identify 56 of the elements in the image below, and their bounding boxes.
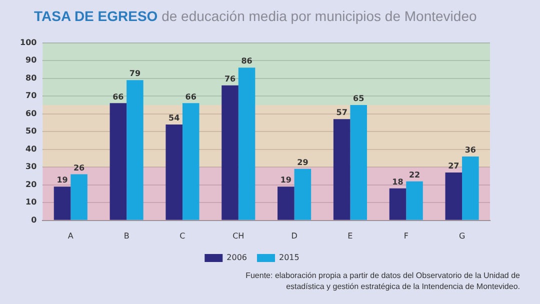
data-label: 19	[280, 176, 292, 185]
data-label: 54	[168, 114, 180, 123]
bar	[445, 172, 462, 220]
y-tick-label: 90	[26, 56, 38, 65]
legend-label: 2006	[226, 253, 247, 262]
x-tick-label: D	[291, 231, 298, 240]
data-label: 66	[112, 92, 124, 102]
y-tick-label: 60	[26, 108, 38, 118]
data-label: 27	[448, 162, 460, 171]
bar	[70, 174, 88, 220]
bar	[238, 68, 256, 220]
bar	[182, 103, 200, 220]
data-label: 22	[408, 170, 420, 180]
data-label: 19	[56, 176, 68, 185]
bar	[462, 156, 479, 220]
data-label: 36	[464, 146, 476, 155]
data-label: 76	[224, 74, 236, 84]
bar	[406, 181, 423, 220]
x-tick-label: CH	[232, 231, 244, 240]
x-tick-label: B	[124, 231, 130, 240]
y-tick-label: 20	[26, 180, 38, 189]
y-tick-label: 0	[31, 215, 38, 224]
y-tick-label: 50	[26, 126, 38, 136]
bar	[350, 104, 367, 220]
y-tick-label: 40	[26, 144, 38, 154]
x-tick-label: F	[404, 231, 409, 240]
data-label: 86	[241, 56, 253, 66]
data-label: 29	[297, 158, 309, 167]
bar	[222, 85, 238, 220]
x-tick-label: G	[458, 231, 466, 240]
bar	[333, 119, 350, 220]
y-tick-label: 100	[20, 38, 38, 47]
data-label: 66	[185, 92, 197, 102]
x-tick-label: E	[348, 231, 353, 240]
bar	[389, 188, 406, 220]
data-label: 18	[392, 178, 404, 187]
source-note: Fuente: elaboración propia a partir de datos del Observatorio de la Unidad de estadística y gestión estratégica de la Intendencia de Montevideo.	[244, 270, 520, 292]
bar	[54, 186, 71, 220]
bar	[126, 80, 144, 220]
bar	[166, 124, 182, 220]
chart-subtitle: de educación media por municipios de Montevideo	[162, 8, 477, 24]
bar	[294, 168, 312, 220]
data-label: 65	[353, 94, 365, 104]
y-tick-label: 70	[26, 91, 38, 100]
data-label: 79	[129, 69, 141, 78]
x-tick-label: C	[180, 231, 186, 240]
x-tick-label: A	[68, 231, 74, 240]
y-tick-label: 80	[26, 73, 38, 82]
bar	[110, 103, 127, 220]
bar	[278, 186, 294, 220]
data-label: 26	[73, 163, 86, 172]
y-tick-label: 10	[26, 198, 38, 207]
data-label: 57	[336, 108, 348, 118]
legend-label: 2015	[279, 253, 300, 262]
chart-title: TASA DE EGRESO	[34, 8, 158, 24]
y-tick-label: 30	[26, 162, 38, 172]
